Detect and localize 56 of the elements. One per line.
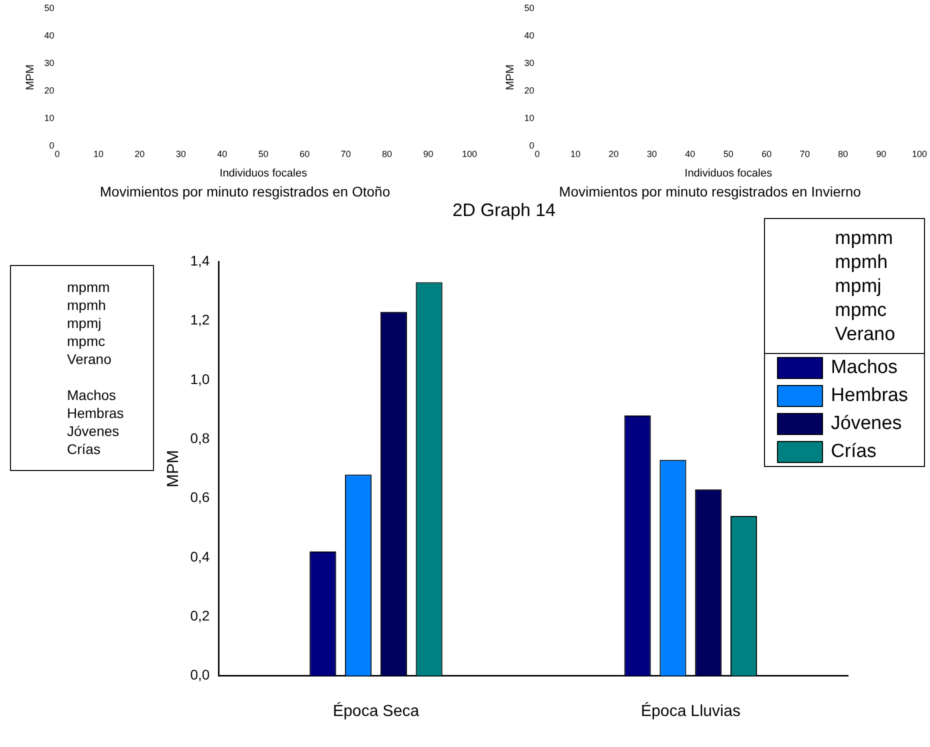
y-tick-label: 1,0: [190, 370, 210, 387]
y-tick-label: 0,6: [190, 489, 210, 506]
x-tick-label: 30: [176, 149, 186, 160]
y-tick-label: 30: [44, 58, 54, 68]
y-tick-label: 0,2: [190, 607, 210, 624]
x-tick-label: 70: [800, 149, 810, 160]
x-tick-label: 70: [340, 149, 351, 160]
y-axis-title: MPM: [24, 64, 37, 90]
y-axis-title: MPM: [504, 64, 517, 90]
y-tick-label: 50: [44, 2, 54, 13]
legend-label: Crías: [830, 441, 876, 463]
legend-label: Jóvenes: [830, 413, 902, 435]
y-tick-label: 10: [524, 113, 534, 124]
x-tick-label: 60: [762, 149, 772, 160]
x-tick-label: Época Lluvias: [640, 702, 740, 720]
y-tick-label: 0,8: [190, 430, 210, 446]
text: Movimientos por minuto resgistrados en Invierno: [559, 183, 862, 200]
x-tick-label: 10: [93, 149, 104, 160]
y-tick-label: 1,4: [190, 252, 210, 268]
legend-label: Hembras: [830, 385, 908, 407]
y-tick-label: 20: [524, 86, 534, 96]
y-tick-label: 30: [524, 58, 534, 68]
x-tick-label: 80: [838, 149, 848, 160]
x-tick-label: 90: [423, 149, 434, 160]
y-axis-title: MPM: [165, 450, 182, 488]
x-tick-label: 100: [462, 149, 478, 160]
y-tick-label: 0: [529, 140, 534, 151]
y-tick-label: 0: [49, 140, 54, 151]
x-tick-label: 50: [258, 149, 268, 160]
x-tick-label: 50: [723, 149, 734, 160]
y-tick-label: 40: [44, 30, 54, 40]
x-tick-label: 60: [300, 149, 310, 160]
legend-label: Machos: [830, 357, 898, 379]
y-tick-label: 50: [524, 2, 534, 13]
x-axis-title: Individuos focales: [220, 168, 308, 180]
annotation: mpmm mpmh mpmj mpmc Verano: [834, 227, 896, 347]
y-tick-label: 1,2: [190, 312, 210, 328]
y-tick-label: 0,4: [190, 548, 210, 564]
y-tick-label: 10: [44, 113, 54, 124]
x-tick-label: 10: [570, 149, 580, 160]
x-tick-label: 40: [685, 149, 696, 160]
x-tick-label: 90: [876, 149, 886, 160]
x-tick-label: 100: [912, 149, 928, 160]
x-tick-label: 40: [217, 149, 228, 160]
x-tick-label: 20: [134, 149, 145, 160]
y-tick-label: 20: [44, 86, 54, 96]
x-tick-label: 30: [646, 149, 657, 160]
x-tick-label: Época Seca: [332, 702, 420, 720]
y-tick-label: 40: [524, 30, 534, 40]
text: mpmm mpmh mpmj mpmc Verano Machos Hembras Jóvenes Crías: [67, 279, 124, 457]
x-tick-label: 20: [608, 149, 619, 160]
y-tick-label: 0,0: [190, 666, 210, 683]
x-axis-title: Individuos focales: [684, 168, 773, 180]
text: Movimientos por minuto resgistrados en Otoño: [100, 183, 390, 200]
x-tick-label: 80: [382, 149, 392, 160]
chart-title: 2D Graph 14: [452, 200, 556, 220]
